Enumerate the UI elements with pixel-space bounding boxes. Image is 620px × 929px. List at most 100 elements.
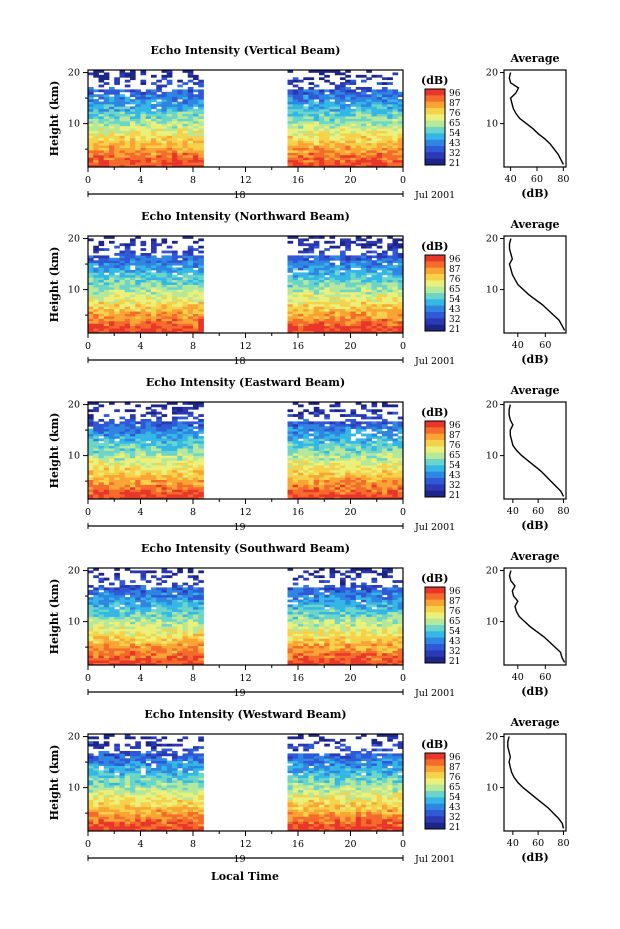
heatmap-cell	[145, 474, 152, 478]
heatmap-cell	[298, 240, 304, 244]
heatmap-cell	[319, 135, 325, 139]
heatmap-cell	[130, 125, 136, 129]
heatmap-cell	[119, 111, 126, 115]
heatmap-cell	[319, 140, 325, 144]
heatmap-cell	[193, 426, 199, 430]
heatmap-cell	[140, 491, 147, 495]
heatmap-cell	[308, 120, 315, 124]
heatmap-cell	[119, 125, 126, 129]
heatmap-cell	[371, 423, 378, 427]
heatmap-cell	[124, 279, 131, 283]
heatmap-cell	[182, 82, 189, 85]
heatmap-cell	[319, 91, 325, 95]
heatmap-cell	[140, 294, 147, 298]
heatmap-cell	[345, 465, 351, 468]
heatmap-cell	[166, 70, 173, 73]
heatmap-cell	[140, 277, 147, 281]
heatmap-cell	[177, 494, 183, 497]
heatmap-cell	[319, 162, 325, 165]
heatmap-cell	[345, 91, 351, 95]
heatmap-cell	[88, 94, 94, 98]
heatmap-cell	[345, 472, 351, 476]
heatmap-cell	[109, 267, 115, 271]
heatmap-cell	[198, 445, 204, 449]
heatmap-cell	[355, 162, 362, 165]
heatmap-cell	[361, 150, 367, 153]
heatmap-cell	[98, 240, 105, 244]
heatmap-cell	[392, 308, 399, 312]
heatmap-cell	[350, 291, 357, 295]
heatmap-cell	[93, 402, 99, 405]
heatmap-cell	[287, 299, 294, 302]
heatmap-cell	[361, 313, 367, 317]
heatmap-cell	[334, 440, 341, 444]
heatmap-cell	[109, 445, 115, 449]
heatmap-cell	[98, 120, 105, 124]
heatmap-cell	[156, 465, 162, 468]
colorbar-tick-label: 87	[449, 99, 461, 109]
heatmap-cell	[350, 489, 357, 493]
heatmap-cell	[382, 494, 388, 497]
heatmap-cell	[140, 284, 147, 288]
heatmap-cell	[177, 152, 183, 156]
heatmap-cell	[93, 486, 99, 490]
heatmap-cell	[119, 147, 126, 151]
heatmap-cell	[376, 286, 383, 290]
heatmap-cell	[88, 616, 94, 620]
average-frame	[503, 235, 567, 334]
heatmap-cell	[313, 467, 320, 471]
heatmap-cell	[145, 457, 152, 461]
heatmap-cell	[177, 460, 183, 464]
heatmap-cell	[371, 421, 378, 425]
panel-title: Echo Intensity (Vertical Beam)	[150, 44, 340, 57]
heatmap-cell	[88, 286, 94, 290]
heatmap-cell	[135, 465, 141, 468]
heatmap-cell	[345, 274, 351, 278]
heatmap-cell	[355, 445, 362, 449]
heatmap-cell	[130, 330, 136, 334]
heatmap-cell	[193, 164, 199, 168]
heatmap-cell	[182, 262, 189, 266]
x-tick-label: 8	[190, 175, 196, 186]
heatmap-cell	[387, 94, 393, 98]
heatmap-cell	[114, 462, 120, 466]
heatmap-cell	[140, 145, 147, 148]
heatmap-cell	[355, 128, 362, 132]
heatmap-cell	[193, 330, 199, 334]
heatmap-cell	[319, 472, 325, 476]
heatmap-cell	[98, 313, 105, 317]
heatmap-cell	[340, 325, 346, 329]
heatmap-cell	[308, 145, 315, 148]
heatmap-cell	[93, 452, 99, 456]
heatmap-cell	[88, 623, 94, 627]
heatmap-cell	[161, 103, 168, 107]
heatmap-cell	[166, 435, 173, 439]
heatmap-cell	[156, 316, 162, 319]
heatmap-cell	[135, 467, 141, 471]
heatmap-cell	[308, 328, 315, 331]
heatmap-cell	[361, 472, 367, 476]
heatmap-cell	[145, 96, 152, 100]
heatmap-cell	[340, 282, 346, 285]
heatmap-cell	[382, 103, 388, 107]
heatmap-cell	[135, 289, 141, 293]
heatmap-cell	[292, 465, 299, 468]
heatmap-cell	[130, 477, 136, 480]
heatmap-cell	[124, 274, 131, 278]
heatmap-cell	[187, 250, 194, 254]
heatmap-cell	[397, 316, 404, 319]
heatmap-cell	[88, 325, 94, 329]
heatmap-cell	[151, 279, 157, 283]
heatmap-cell	[124, 164, 131, 168]
heatmap-cell	[130, 299, 136, 302]
heatmap-cell	[198, 440, 204, 444]
heatmap-cell	[93, 106, 99, 110]
heatmap-cell	[193, 274, 199, 278]
colorbar-swatch	[425, 312, 445, 319]
heatmap-cell	[109, 418, 115, 422]
heatmap-cell	[93, 94, 99, 98]
heatmap-cell	[361, 318, 367, 322]
heatmap-cell	[313, 257, 320, 261]
heatmap-cell	[324, 106, 330, 110]
heatmap-cell	[187, 465, 194, 468]
